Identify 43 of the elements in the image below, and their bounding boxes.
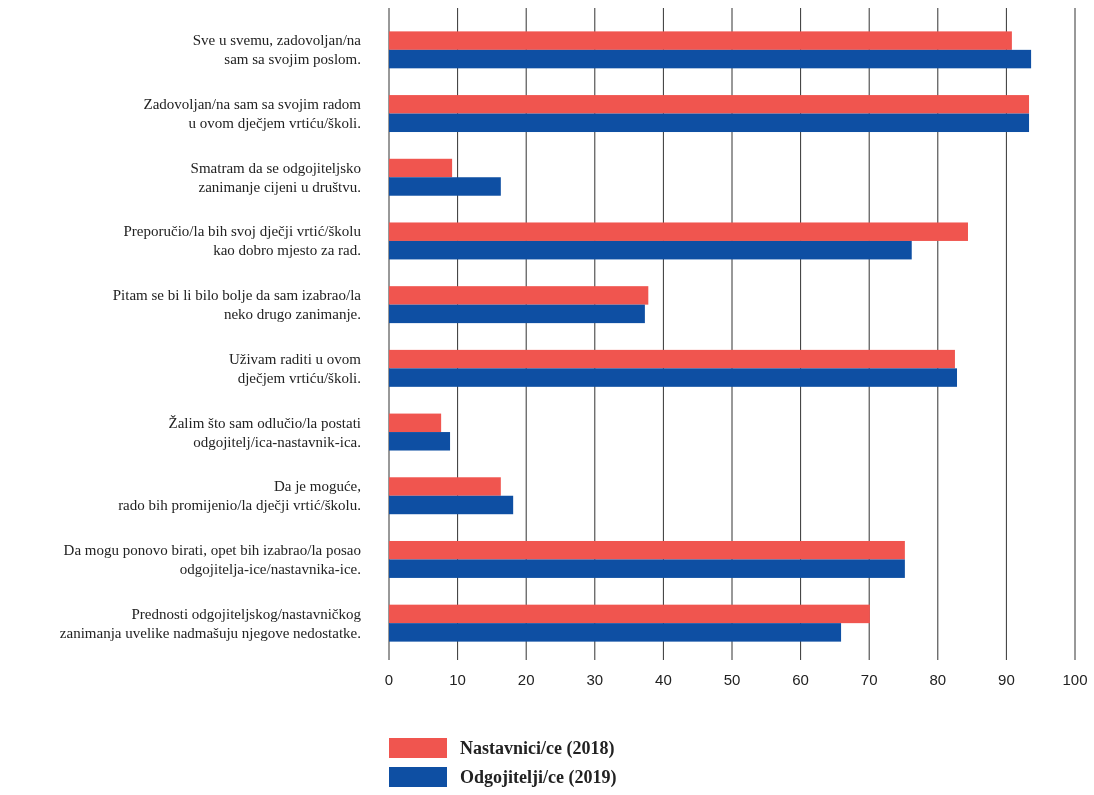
y-tick-label: Da mogu ponovo birati, opet bih izabrao/la posao odgojitelja-ice/nastavnika-ice. xyxy=(63,541,361,577)
bar xyxy=(389,559,905,578)
bar xyxy=(389,240,912,260)
y-tick-label: Da je moguće, rado bih promijenio/la dječji vrtić/školu. xyxy=(118,478,361,514)
bar xyxy=(389,349,955,369)
bar xyxy=(389,113,1030,133)
bar xyxy=(389,95,1030,114)
bar xyxy=(389,286,649,305)
y-tick-label: Prednosti odgojiteljskog/nastavničkog zanimanja uvelike nadmašuju njegove nedostatke. xyxy=(59,605,362,641)
y-tick-label: Smatram da se odgojiteljsko zanimanje cijeni u društvu. xyxy=(190,159,361,195)
y-tick-label: Sve u svemu, zadovoljan/na sam sa svojim poslom. xyxy=(192,32,362,68)
x-tick-label: 50 xyxy=(723,671,741,688)
x-tick-label: 0 xyxy=(384,671,394,688)
bar xyxy=(389,540,905,560)
bar xyxy=(389,222,968,241)
x-tick-label: 80 xyxy=(929,671,947,688)
legend-label: Nastavnici/ce (2018) xyxy=(460,738,615,759)
y-tick-label: Zadovoljan/na sam sa svojim radom u ovom dječjem vrtiću/školi. xyxy=(143,96,362,132)
y-tick-label: Žalim što sam odlučio/la postati odgojitelj/ica-nastavnik-ica. xyxy=(168,414,361,450)
x-tick-label: 20 xyxy=(517,671,535,688)
bar xyxy=(389,49,1032,69)
legend-label: Odgojitelji/ce (2019) xyxy=(460,767,617,788)
bar xyxy=(389,413,442,433)
y-tick-label: Pitam se bi li bilo bolje da sam izabrao/la neko drugo zanimanje. xyxy=(112,287,362,323)
bar xyxy=(389,177,501,196)
x-tick-label: 90 xyxy=(998,671,1015,688)
bar xyxy=(389,368,958,387)
bar xyxy=(389,495,514,515)
x-tick-label: 40 xyxy=(655,671,672,688)
x-tick-label: 30 xyxy=(586,671,604,688)
bar xyxy=(389,432,451,451)
bar xyxy=(389,477,501,496)
bar xyxy=(389,623,842,642)
y-tick-label: Preporučio/la bih svoj dječji vrtić/školu kao dobro mjesto za rad. xyxy=(123,223,362,259)
x-tick-label: 60 xyxy=(792,671,809,688)
bar xyxy=(389,31,1012,50)
bar xyxy=(389,604,870,624)
bar xyxy=(389,304,645,324)
x-tick-label: 100 xyxy=(1062,671,1088,688)
y-tick-label: Uživam raditi u ovom dječjem vrtiću/školi. xyxy=(228,350,362,386)
x-tick-label: 10 xyxy=(449,671,466,688)
bar xyxy=(389,158,453,178)
x-tick-label: 70 xyxy=(860,671,878,688)
